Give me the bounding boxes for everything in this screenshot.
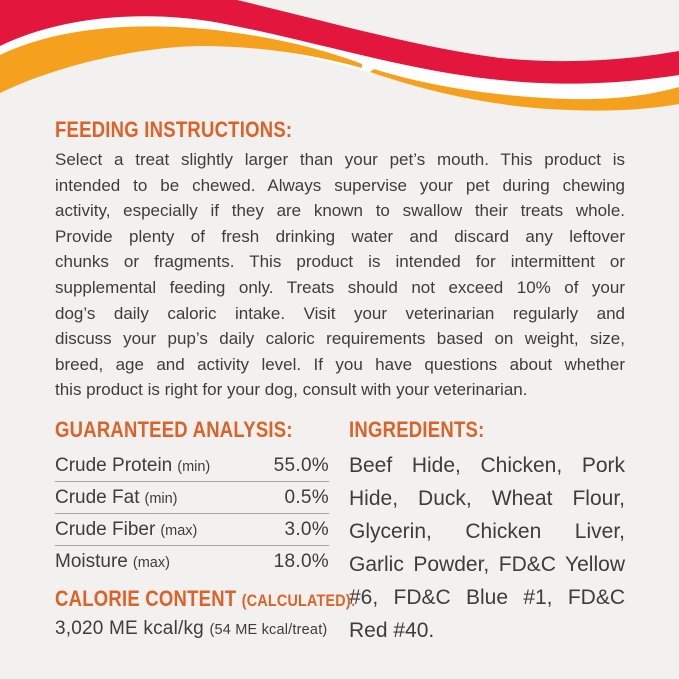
analysis-row-label: Moisture xyxy=(55,550,128,572)
calorie-content-section: CALORIE CONTENT (CALCULATED): xyxy=(55,586,356,613)
analysis-row-value: 55.0% xyxy=(273,454,329,476)
analysis-row: Moisture (max) 18.0% xyxy=(55,546,329,577)
analysis-row-label: Crude Fat xyxy=(55,486,140,508)
guaranteed-analysis-table: Crude Protein (min) 55.0% Crude Fat (min) 0.5… xyxy=(55,450,329,577)
text-line: Provide plenty of fresh drinking water a… xyxy=(55,226,625,246)
ingredients-column: INGREDIENTS: Beef Hide, Chicken, Pork Hid… xyxy=(349,416,625,647)
guaranteed-analysis-heading: GUARANTEED ANALYSIS: xyxy=(55,416,293,442)
text-line: Red #40. xyxy=(349,618,435,642)
analysis-row-qualifier: (min) xyxy=(144,490,178,507)
label-content: FEEDING INSTRUCTIONS: Select a treat sli… xyxy=(0,112,679,647)
text-line: discuss your pup’s daily caloric require… xyxy=(55,329,625,349)
calorie-content-heading: CALORIE CONTENT (CALCULATED): xyxy=(55,585,356,613)
analysis-row-label-group: Crude Fiber (max) xyxy=(55,519,197,541)
analysis-row: Crude Fiber (max) 3.0% xyxy=(55,514,329,546)
text-line: dog’s daily caloric intake. Visit your v… xyxy=(55,303,625,323)
wave-orange-band-right xyxy=(370,69,679,111)
calorie-kcal-per-kg: 3,020 ME kcal/kg xyxy=(55,617,204,639)
text-line: chunks or fragments. This product is int… xyxy=(55,252,625,272)
calorie-content-heading-main: CALORIE CONTENT xyxy=(55,585,237,611)
text-line: Garlic Powder, FD&C Yellow xyxy=(349,552,625,576)
analysis-row-label: Crude Fiber xyxy=(55,518,156,540)
analysis-row-qualifier: (min) xyxy=(177,458,211,475)
calorie-content-value: 3,020 ME kcal/kg (54 ME kcal/treat) xyxy=(55,618,329,640)
ingredients-text: Beef Hide, Chicken, Pork Hide, Duck, Whea… xyxy=(349,449,625,647)
wave-decoration xyxy=(0,0,679,111)
text-line: Hide, Duck, Wheat Flour, xyxy=(349,486,625,510)
analysis-row: Crude Protein (min) 55.0% xyxy=(55,450,329,482)
feeding-instructions-heading: FEEDING INSTRUCTIONS: xyxy=(55,117,293,142)
wave-red-band xyxy=(0,0,679,84)
analysis-row-value: 18.0% xyxy=(273,550,329,572)
text-line: this product is right for your dog, cons… xyxy=(55,380,528,400)
text-line: breed, age and activity level. If you ha… xyxy=(55,354,625,374)
analysis-row-value: 3.0% xyxy=(284,518,329,540)
analysis-row-label-group: Moisture (max) xyxy=(55,551,170,573)
analysis-row-label: Crude Protein xyxy=(55,454,173,476)
text-line: Select a treat slightly larger than your… xyxy=(55,150,625,169)
feeding-instructions-section: FEEDING INSTRUCTIONS: xyxy=(55,118,625,142)
analysis-row: Crude Fat (min) 0.5% xyxy=(55,482,329,514)
text-line: intended to be chewed. Always supervise … xyxy=(55,175,625,195)
analysis-row-value: 0.5% xyxy=(284,486,329,508)
analysis-column: GUARANTEED ANALYSIS: Crude Protein (min) 5… xyxy=(55,416,356,647)
text-line: #6, FD&C Blue #1, FD&C xyxy=(349,585,625,609)
text-line: Beef Hide, Chicken, Pork xyxy=(349,453,625,477)
analysis-row-label-group: Crude Protein (min) xyxy=(55,455,210,477)
text-line: Glycerin, Chicken Liver, xyxy=(349,519,625,543)
ingredients-heading: INGREDIENTS: xyxy=(349,416,485,442)
lower-columns: GUARANTEED ANALYSIS: Crude Protein (min) 5… xyxy=(55,416,625,647)
analysis-row-qualifier: (max) xyxy=(160,522,198,539)
analysis-row-qualifier: (max) xyxy=(132,554,170,571)
calorie-kcal-per-treat: (54 ME kcal/treat) xyxy=(209,621,328,638)
wave-orange-band-left xyxy=(0,26,362,94)
text-line: supplemental feeding only. Treats should… xyxy=(55,277,625,297)
text-line: activity, especially if they are known t… xyxy=(55,201,625,221)
feeding-instructions-text: Select a treat slightly larger than your… xyxy=(55,147,625,403)
calorie-content-heading-qualifier: (CALCULATED): xyxy=(241,590,356,610)
analysis-row-label-group: Crude Fat (min) xyxy=(55,487,178,509)
